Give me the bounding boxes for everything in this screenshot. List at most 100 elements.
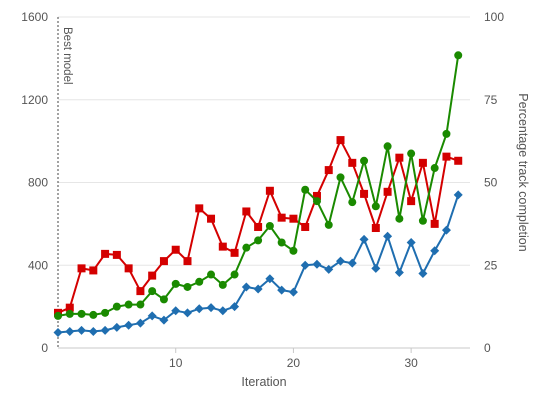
series-0-point	[395, 153, 404, 162]
series-2-point	[124, 320, 134, 330]
series-2-point	[394, 267, 404, 277]
series-0-point	[289, 214, 298, 223]
series-2-point	[159, 315, 169, 325]
series-0-point	[324, 166, 333, 175]
series-2-point	[182, 308, 192, 318]
series-2-point	[300, 260, 310, 270]
series-1-point	[336, 173, 345, 182]
series-2-point	[359, 234, 369, 244]
series-2-point	[218, 306, 228, 316]
y-right-tick-label: 25	[484, 258, 498, 272]
series-2-point	[406, 237, 416, 247]
series-1-point	[395, 214, 404, 223]
series-1-point	[195, 277, 204, 286]
series-2-point	[147, 311, 157, 321]
series-1-point	[148, 287, 157, 296]
series-2-point	[253, 284, 263, 294]
series-0-point	[183, 257, 192, 266]
series-2-point	[53, 327, 63, 337]
y-right-tick-label: 0	[484, 341, 491, 355]
series-0-point	[301, 222, 310, 231]
x-tick-label: 20	[287, 356, 301, 370]
grid	[58, 16, 470, 349]
series-1-point	[277, 238, 286, 247]
series-1-point	[230, 270, 239, 279]
series-0-point	[124, 264, 133, 273]
series-0-point	[254, 222, 263, 231]
series-2-point	[77, 325, 87, 335]
series-0-point	[336, 136, 345, 145]
annotation-layer: Best model	[57, 17, 73, 348]
series-2-point	[312, 259, 322, 269]
series-2-point	[88, 326, 98, 336]
series-1-point	[454, 51, 463, 60]
series-2-point	[265, 274, 275, 284]
series-2-point	[430, 246, 440, 256]
series-1-point	[430, 164, 439, 173]
series-2-point	[135, 318, 145, 328]
series-1-line	[57, 55, 460, 317]
series-0-point	[312, 191, 321, 200]
series-2-point	[324, 264, 334, 274]
series-2-point	[65, 326, 75, 336]
series-1-point	[112, 302, 121, 311]
series-2-point	[206, 303, 216, 313]
series-2-point	[383, 231, 393, 241]
series-1-point	[418, 216, 427, 225]
y-left-tick-label: 1200	[21, 93, 48, 107]
series-0-point	[360, 189, 369, 198]
series-0-point	[77, 264, 86, 273]
series-0-point	[418, 158, 427, 167]
series-2-point	[112, 322, 122, 332]
series-1-point	[442, 129, 451, 138]
y-right-axis-title: Percentage track completion	[516, 93, 530, 251]
series-1-point	[254, 236, 263, 245]
series-2-point	[241, 282, 251, 292]
series-1-point	[218, 280, 227, 289]
series-1-point	[301, 185, 310, 194]
series-0-point	[407, 197, 416, 206]
y-left-tick-label: 1600	[21, 10, 48, 24]
series-1-point	[265, 221, 274, 230]
series-0-point	[195, 204, 204, 213]
series-2-point	[100, 325, 110, 335]
series-1-point	[54, 311, 62, 320]
series-1-point	[348, 198, 357, 207]
series-2-point	[453, 190, 463, 200]
series-1-point	[65, 309, 74, 318]
series-0-point	[89, 266, 98, 275]
series-0-point	[207, 214, 216, 223]
series-0-point	[348, 158, 357, 167]
series-1-point	[289, 246, 298, 255]
axes: 0 400 800 1200 1600 0 25 50 75 100 10 20 30 Iteration…	[21, 10, 530, 389]
series-2-point	[171, 306, 181, 316]
series-1-point	[360, 156, 369, 165]
x-tick-label: 10	[169, 356, 183, 370]
series-2-point	[347, 258, 357, 268]
x-axis-title: Iteration	[241, 375, 286, 389]
y-left-tick-label: 800	[28, 176, 48, 190]
series-0-point	[171, 245, 180, 254]
series-2-point	[288, 287, 298, 297]
series-2-point	[230, 302, 240, 312]
series-1-point	[312, 197, 321, 206]
series-2-point	[371, 263, 381, 273]
series-2-point	[194, 304, 204, 314]
series-1-point	[101, 308, 110, 317]
series-1-point	[183, 282, 192, 291]
series-0-point	[242, 207, 251, 216]
series-1-point	[171, 279, 180, 288]
series-1-point	[383, 142, 392, 151]
series-1-point	[407, 149, 416, 158]
series-0-point	[112, 250, 121, 259]
series-0-point	[454, 156, 463, 165]
series-0-point	[101, 249, 110, 258]
y-left-tick-label: 0	[41, 341, 48, 355]
series-1-point	[77, 309, 86, 318]
series-1-point	[371, 202, 380, 211]
series-0-point	[371, 224, 380, 233]
series-2-point	[336, 256, 346, 266]
series-1-point	[136, 300, 145, 309]
series-0-point	[430, 219, 439, 228]
